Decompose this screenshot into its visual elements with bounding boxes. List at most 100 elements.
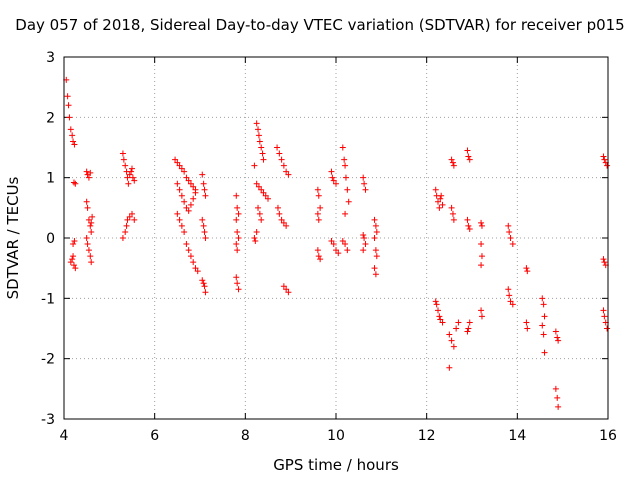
data-point [333,247,339,254]
data-point [276,210,283,217]
data-point [329,174,336,181]
data-point [600,256,607,263]
data-point [372,271,379,278]
data-point [345,198,352,205]
data-point [432,298,439,305]
data-point [234,204,241,211]
data-point [314,210,321,217]
data-point [125,180,132,187]
data-point [199,171,206,178]
data-point [234,247,241,254]
data-point [339,238,346,245]
data-point [539,322,546,329]
x-tick-label: 8 [241,428,250,444]
data-point [124,174,131,181]
data-point [371,216,378,223]
data-point [555,337,562,344]
data-point [436,204,443,211]
data-point [342,162,349,169]
data-point [437,316,444,323]
data-point [190,195,197,202]
data-point [256,138,263,145]
data-point [540,331,547,338]
data-point [71,238,78,245]
plot-frame [63,56,609,420]
data-point [201,228,208,235]
data-point [84,204,91,211]
data-point [88,259,95,266]
data-point [505,286,512,293]
data-point [464,216,471,223]
data-point [541,349,548,356]
data-point [274,144,281,151]
data-point [87,169,94,176]
x-tick-label: 14 [508,428,526,444]
data-point [176,162,183,169]
data-point [194,268,201,275]
data-point [280,283,287,290]
data-point [315,253,322,260]
data-point [259,150,266,157]
data-points [63,76,611,410]
data-point [328,238,335,245]
data-point [478,253,485,260]
data-point [478,262,485,269]
data-point [185,177,192,184]
data-point [539,295,546,302]
data-point [185,207,192,214]
data-point [478,313,485,320]
data-point [552,385,559,392]
data-point [187,180,194,187]
data-point [202,289,209,296]
data-point [233,192,240,199]
data-point [283,286,290,293]
data-point [119,235,126,241]
data-point [342,210,349,217]
data-point [315,192,322,199]
data-point [84,241,91,248]
data-point [192,265,199,272]
data-point [252,238,259,245]
data-point [123,222,130,229]
data-point [450,216,457,223]
data-point [455,319,462,326]
data-point [466,156,473,163]
data-point [255,183,262,190]
data-point [253,180,260,187]
x-tick-label: 4 [60,428,69,444]
data-point [507,235,514,241]
data-point [448,337,455,344]
data-point [342,241,349,248]
data-point [449,210,456,217]
data-point [172,156,179,163]
data-point [202,235,209,241]
data-point [278,156,285,163]
y-tick-label: 1 [46,171,55,187]
data-point [478,307,485,314]
data-point [70,253,77,260]
data-point [328,168,335,175]
y-tick-label: -1 [41,291,55,307]
data-point [70,138,77,145]
y-tick-label: 0 [46,231,55,247]
x-tick-label: 12 [418,428,436,444]
data-point [465,325,472,332]
data-point [72,180,79,187]
data-point [233,241,240,248]
data-point [70,262,77,269]
data-point [552,328,559,335]
data-point [89,213,96,220]
data-point [362,186,369,193]
data-point [202,192,209,199]
y-tick-label: -2 [41,352,55,368]
data-point [344,247,351,254]
data-point [524,325,531,332]
data-point [280,162,287,169]
data-point [260,189,267,196]
data-point [72,265,79,272]
data-point [199,277,206,284]
data-point [448,204,455,211]
data-point [126,213,133,220]
data-point [465,222,472,229]
data-point [342,174,349,181]
